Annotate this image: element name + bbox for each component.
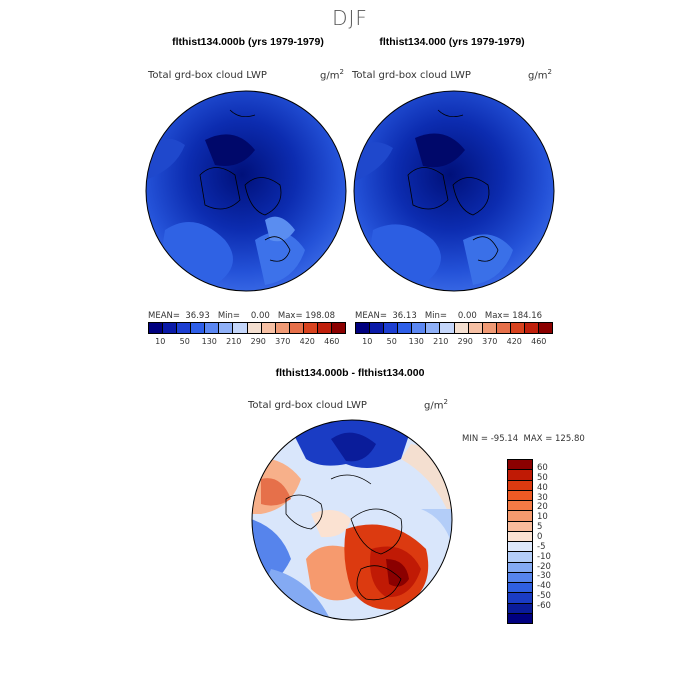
diff-colorbar-label: -10 (537, 551, 551, 562)
diff-colorbar-label: 50 (537, 472, 548, 483)
diff-stats: MIN = -95.14 MAX = 125.80 (462, 434, 585, 444)
panel2-colorbar-label: 420 (506, 337, 522, 346)
diff-colorbar-label: 30 (537, 492, 548, 503)
diff-colorbar-swatch (508, 470, 532, 481)
panel1-colorbar-swatch (275, 323, 290, 333)
panel2-colorbar-swatch (468, 323, 483, 333)
panel1-colorbar-swatch (191, 323, 206, 333)
panel1-colorbar-label: 370 (275, 337, 291, 346)
panel2-colorbar-label: 290 (457, 337, 473, 346)
panel2-colorbar-swatch (384, 323, 399, 333)
diff-colorbar-swatch (508, 480, 532, 491)
diff-colorbar-swatch (508, 562, 532, 573)
panel1-colorbar-swatch (233, 323, 248, 333)
panel2-colorbar-swatch (440, 323, 455, 333)
diff-polar-map (251, 419, 453, 621)
panel2-variable: Total grd-box cloud LWP (352, 70, 471, 81)
panel1-colorbar-swatch (205, 323, 220, 333)
panel1-colorbar-swatch (177, 323, 192, 333)
panel1-colorbar-label: 420 (299, 337, 315, 346)
panel2-colorbar-swatch (370, 323, 385, 333)
diff-colorbar-label: -30 (537, 571, 551, 582)
panel2-units: g/m2 (528, 68, 552, 82)
panel1-colorbar-label: 50 (179, 337, 190, 346)
panel2-colorbar-swatch (398, 323, 413, 333)
panel1-colorbar-label: 210 (226, 337, 242, 346)
diff-colorbar-swatch (508, 572, 532, 583)
diff-colorbar-labels: 60 50 40 30 20 10 5 0 -5 -10 -20 -30 -40 -50 -60 (537, 464, 551, 612)
diff-colorbar-label: -5 (537, 541, 546, 552)
panel1-colorbar-swatch (149, 323, 164, 333)
panel2-colorbar-swatch (539, 323, 553, 333)
diff-colorbar-label: 5 (537, 522, 543, 533)
panel1-colorbar (148, 322, 346, 334)
panel2-colorbar-label: 10 (362, 337, 373, 346)
diff-colorbar-label: -20 (537, 561, 551, 572)
panel2-colorbar-labels: 10 50 130 210 290 370 420 460 (355, 337, 551, 346)
diff-colorbar-swatch (508, 613, 532, 623)
panel2-colorbar (355, 322, 553, 334)
panel1-colorbar-swatch (303, 323, 318, 333)
panel2-polar-map (353, 90, 555, 292)
diff-colorbar-swatch (508, 542, 532, 553)
diff-colorbar-label: 20 (537, 502, 548, 513)
panel1-colorbar-label: 10 (155, 337, 166, 346)
panel2-colorbar-label: 130 (408, 337, 424, 346)
panel1-colorbar-label: 130 (201, 337, 217, 346)
panel2-colorbar-label: 210 (433, 337, 449, 346)
diff-title: flthist134.000b - flthist134.000 (275, 367, 425, 379)
diff-colorbar-swatch (508, 583, 532, 594)
panel1-title: flthist134.000b (yrs 1979-1979) (172, 36, 324, 48)
panel1-colorbar-swatch (261, 323, 276, 333)
diff-colorbar-swatch (508, 603, 532, 614)
season-title: DJF (332, 6, 368, 30)
diff-colorbar-label: 40 (537, 482, 548, 493)
panel2-title: flthist134.000 (yrs 1979-1979) (379, 36, 525, 48)
diff-colorbar-swatch (508, 511, 532, 522)
diff-colorbar-label: 60 (537, 463, 548, 473)
diff-units: g/m2 (424, 398, 448, 412)
diff-colorbar-swatch (508, 501, 532, 512)
panel1-colorbar-swatch (332, 323, 346, 333)
diff-colorbar-label: -50 (537, 591, 551, 602)
panel2-colorbar-swatch (482, 323, 497, 333)
diff-colorbar-swatch (508, 490, 532, 501)
panel1-colorbar-label: 460 (324, 337, 340, 346)
panel2-colorbar-swatch (524, 323, 540, 333)
diff-colorbar-swatch (508, 521, 532, 532)
panel2-colorbar-swatch (412, 323, 427, 333)
panel2-colorbar-swatch (426, 323, 441, 333)
panel2-colorbar-swatch (510, 323, 525, 333)
panel2-stats: MEAN= 36.13 Min= 0.00 Max= 184.16 (355, 311, 543, 321)
panel1-colorbar-swatch (163, 323, 178, 333)
diff-colorbar-swatch (508, 460, 532, 471)
panel1-colorbar-swatch (317, 323, 333, 333)
panel2-colorbar-swatch (454, 323, 469, 333)
panel1-colorbar-label: 290 (250, 337, 266, 346)
diff-colorbar-label: 10 (537, 512, 548, 523)
diff-colorbar (507, 459, 533, 624)
diff-colorbar-label: 0 (537, 532, 543, 543)
panel1-polar-map (145, 90, 347, 292)
panel2-colorbar-label: 370 (482, 337, 498, 346)
panel1-variable: Total grd-box cloud LWP (148, 70, 267, 81)
panel1-colorbar-swatch (289, 323, 304, 333)
panel1-colorbar-swatch (247, 323, 262, 333)
panel2-colorbar-label: 50 (386, 337, 397, 346)
panel2-colorbar-swatch (496, 323, 511, 333)
diff-colorbar-swatch (508, 593, 532, 604)
panel2-colorbar-swatch (356, 323, 371, 333)
diff-variable: Total grd-box cloud LWP (248, 400, 367, 411)
panel2-colorbar-label: 460 (531, 337, 547, 346)
panel1-colorbar-labels: 10 50 130 210 290 370 420 460 (148, 337, 344, 346)
diff-colorbar-swatch (508, 552, 532, 563)
panel1-stats: MEAN= 36.93 Min= 0.00 Max= 198.08 (148, 311, 336, 321)
diff-colorbar-label: -40 (537, 581, 551, 592)
diff-colorbar-swatch (508, 531, 532, 542)
panel1-colorbar-swatch (219, 323, 234, 333)
panel1-units: g/m2 (320, 68, 344, 82)
diff-colorbar-label: -60 (537, 601, 551, 612)
